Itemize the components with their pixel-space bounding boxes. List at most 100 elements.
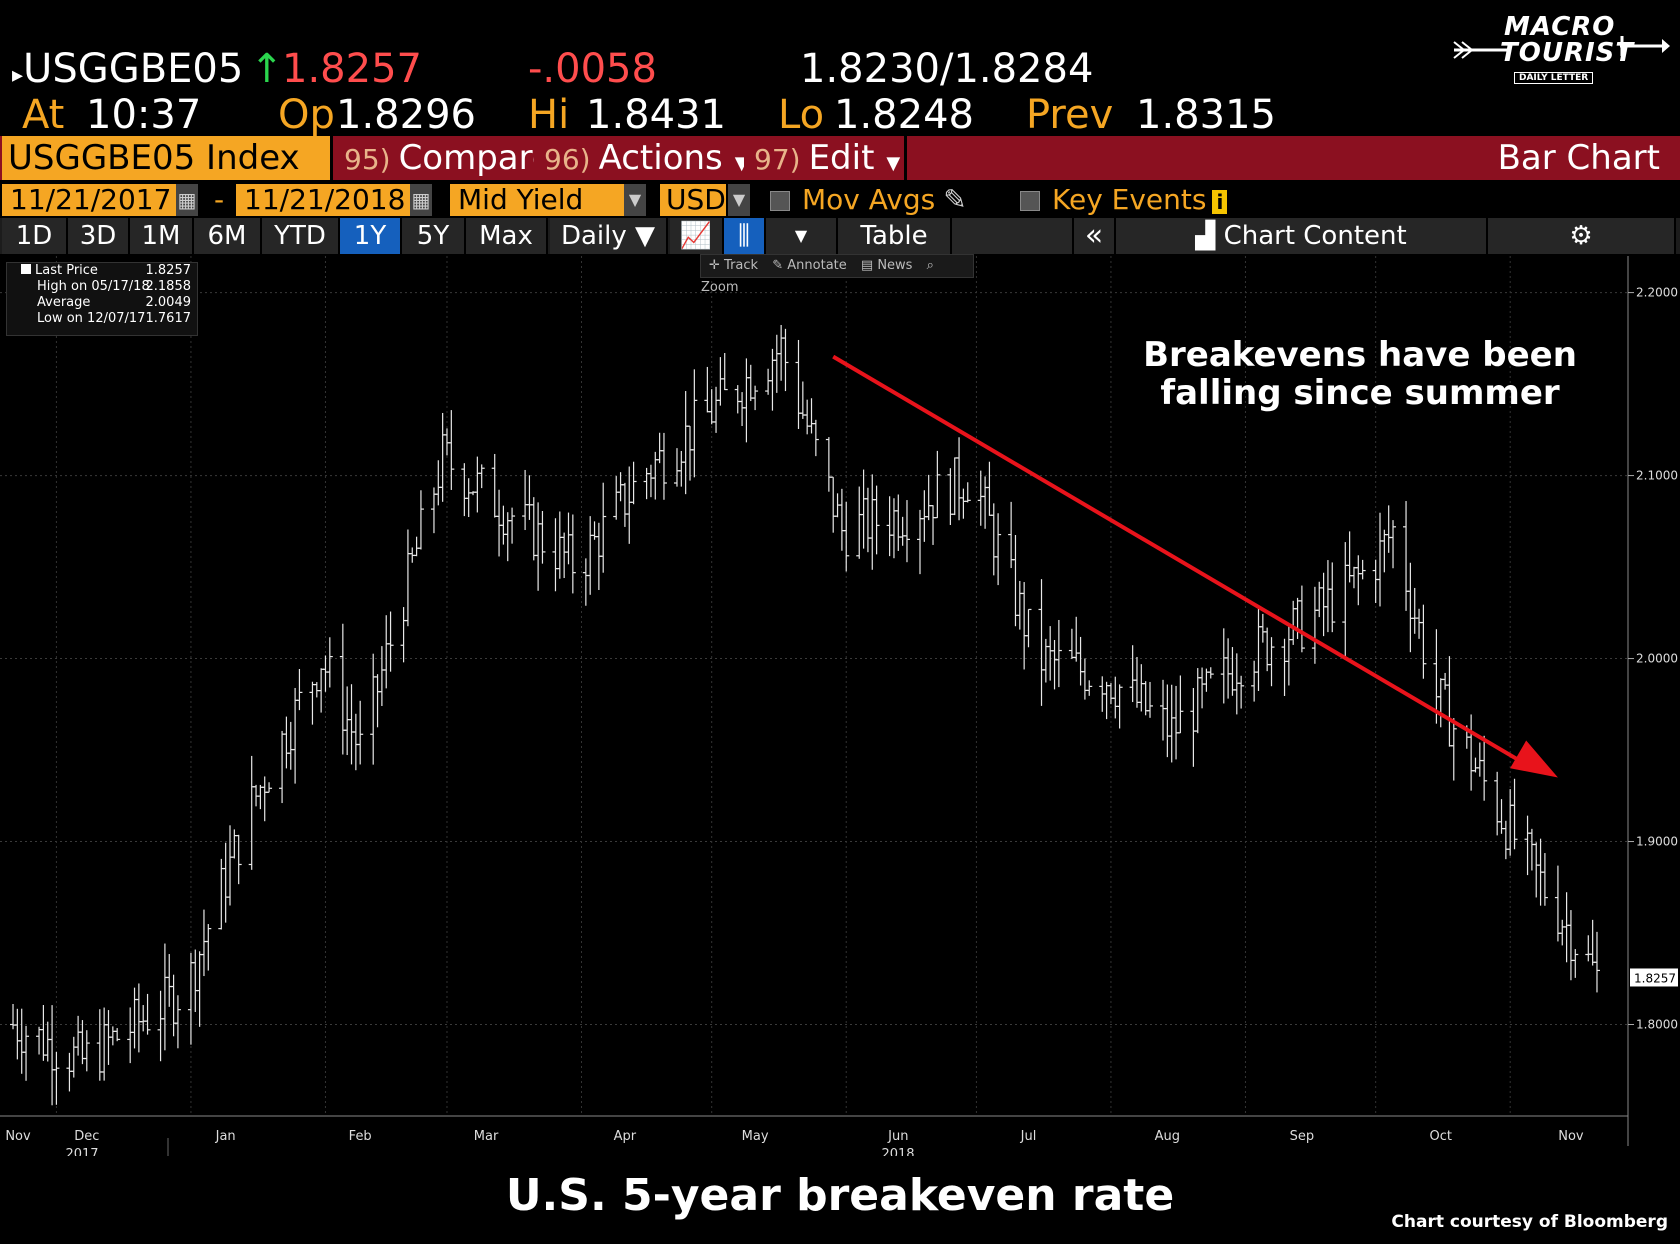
checkbox[interactable] — [770, 191, 790, 211]
period-3d-button[interactable]: 3D — [68, 218, 130, 254]
lo-value: 1.8248 — [834, 92, 974, 138]
edit-button[interactable]: 97) Edit ▼ — [744, 136, 907, 180]
tool-zoom[interactable]: Zoom — [701, 280, 739, 295]
last-price-box — [1630, 968, 1678, 987]
track-icon[interactable]: ✛ — [709, 258, 720, 273]
at-value: 10:37 — [86, 92, 202, 138]
legend-label: Low on 12/07/17 — [37, 311, 146, 326]
up-arrow-icon: ↑ — [250, 46, 284, 92]
table-button[interactable]: Table — [838, 218, 952, 254]
trend-arrow-line — [832, 354, 1529, 768]
actions-num: 96) — [544, 143, 591, 176]
bar-chart-icon[interactable]: ⫼ — [724, 218, 766, 254]
tool-news[interactable]: News — [877, 258, 913, 273]
news-icon[interactable]: ▤ — [860, 258, 874, 273]
annotate-icon[interactable]: ✎ — [772, 258, 784, 273]
lo-label: Lo — [778, 92, 825, 138]
legend-value: 2.1858 — [145, 279, 192, 294]
legend-row: Average 2.0049 — [7, 295, 197, 311]
hi-label: Hi — [528, 92, 570, 138]
compare-button[interactable]: 95) Compare — [334, 136, 553, 180]
field-select[interactable]: Mid Yield — [450, 184, 626, 216]
x-tick-label: Jun — [887, 1129, 908, 1144]
frequency-label: Daily — [560, 221, 627, 251]
chevron-down-icon[interactable]: ▼ — [728, 184, 750, 216]
mov-avgs-toggle[interactable]: Mov Avgs ✎ — [770, 184, 967, 216]
net-change: -.0058 — [528, 46, 657, 92]
x-tick-label: Oct — [1430, 1129, 1452, 1144]
x-tick-label: Apr — [614, 1129, 637, 1144]
calendar-icon[interactable]: ▦ — [176, 184, 198, 216]
zoom-icon[interactable]: ⌕ — [926, 258, 934, 273]
period-max-button[interactable]: Max — [466, 218, 548, 254]
line-chart-icon[interactable]: 📈 — [670, 218, 724, 254]
year-label: 2018 — [881, 1147, 914, 1156]
annotation-line1: Breakevens have been — [1143, 335, 1577, 375]
gear-icon[interactable]: ⚙ — [1488, 218, 1676, 254]
y-tick-label: 1.9000 — [1636, 835, 1678, 849]
legend-row: Low on 12/07/17 1.7617 — [7, 311, 197, 327]
chart-content-label: Chart Content — [1223, 221, 1407, 251]
actions-button[interactable]: 96) Actions ▼ — [534, 136, 749, 180]
x-tick-label: Aug — [1155, 1129, 1180, 1144]
chart-type-label: Bar Chart — [1497, 138, 1660, 178]
x-tick-label: Nov — [5, 1129, 31, 1144]
legend-label: Last Price — [35, 263, 98, 278]
double-chevron-left-icon[interactable]: « — [1074, 218, 1116, 254]
key-events-toggle[interactable]: Key Events i — [1020, 183, 1228, 216]
legend-value: 1.8257 — [145, 263, 192, 278]
logo-line3: DAILY LETTER — [1514, 72, 1594, 84]
info-icon[interactable]: i — [1212, 190, 1228, 214]
annotation-line2: falling since summer — [1160, 373, 1560, 413]
legend-label: Average — [37, 295, 91, 310]
chevron-down-icon: ▼ — [886, 153, 901, 174]
period-toolbar: 1D 3D 1M 6M YTD 1Y 5Y Max Daily ▼ 📈 ⫼ ▼ Table «… — [0, 218, 1680, 254]
period-ytd-button[interactable]: YTD — [262, 218, 340, 254]
hi-value: 1.8431 — [586, 92, 726, 138]
logo-line1: MACRO — [1504, 12, 1616, 42]
x-tick-label: Sep — [1290, 1129, 1315, 1144]
tool-track[interactable]: Track — [724, 258, 759, 273]
prev-label: Prev — [1026, 92, 1114, 138]
chevron-down-icon[interactable]: ▼ — [624, 184, 646, 216]
end-date-field[interactable]: 11/21/2018 — [236, 184, 412, 216]
calendar-icon[interactable]: ▦ — [410, 184, 432, 216]
chart-tools: ✛ Track ✎ Annotate ▤ News ⌕ Zoom — [700, 254, 974, 295]
year-label: 2017 — [65, 1147, 98, 1156]
x-tick-label: Jul — [1020, 1129, 1037, 1144]
macro-tourist-logo: MACRO TOURIST DAILY LETTER — [1450, 10, 1670, 90]
chart-caption: U.S. 5-year breakeven rate — [505, 1170, 1175, 1221]
logo-arrows-icon — [1453, 36, 1670, 59]
legend-value: 1.7617 — [145, 311, 192, 326]
menu-bar: USGGBE05 Index 95) Compare 96) Actions ▼ 97… — [0, 136, 1680, 180]
security-label: USGGBE05 Index — [8, 138, 300, 178]
x-tick-label: Feb — [349, 1129, 372, 1144]
key-events-label: Key Events — [1052, 183, 1207, 216]
start-date-value: 11/21/2017 — [10, 183, 172, 216]
start-date-field[interactable]: 11/21/2017 — [2, 184, 178, 216]
period-1m-button[interactable]: 1M — [130, 218, 194, 254]
logo-line2: TOURIST — [1500, 38, 1635, 68]
prev-value: 1.8315 — [1136, 92, 1276, 138]
security-field[interactable]: USGGBE05 Index — [2, 136, 333, 180]
chart-content-icon: ▟ — [1195, 221, 1216, 251]
tool-annotate[interactable]: Annotate — [787, 258, 847, 273]
period-5y-button[interactable]: 5Y — [402, 218, 466, 254]
legend-row: High on 05/17/18 2.1858 — [7, 279, 197, 295]
period-6m-button[interactable]: 6M — [194, 218, 262, 254]
currency-select[interactable]: USD — [660, 184, 726, 216]
checkbox[interactable] — [1020, 191, 1040, 211]
op-label: Op — [278, 92, 335, 138]
legend-swatch — [21, 264, 31, 274]
chart-legend: Last Price 1.8257 High on 05/17/18 2.1858 … — [6, 262, 198, 336]
compare-label: Compare — [398, 138, 553, 178]
currency-value: USD — [666, 183, 726, 216]
chart-content-button[interactable]: ▟ Chart Content — [1116, 218, 1488, 254]
pencil-icon[interactable]: ✎ — [943, 183, 967, 216]
period-1y-button[interactable]: 1Y — [340, 218, 402, 254]
chart-credit: Chart courtesy of Bloomberg — [1391, 1212, 1668, 1232]
chevron-down-icon[interactable]: ▼ — [766, 218, 838, 254]
period-1d-button[interactable]: 1D — [2, 218, 68, 254]
edit-label: Edit — [808, 138, 875, 178]
frequency-select[interactable]: Daily ▼ — [550, 218, 668, 254]
